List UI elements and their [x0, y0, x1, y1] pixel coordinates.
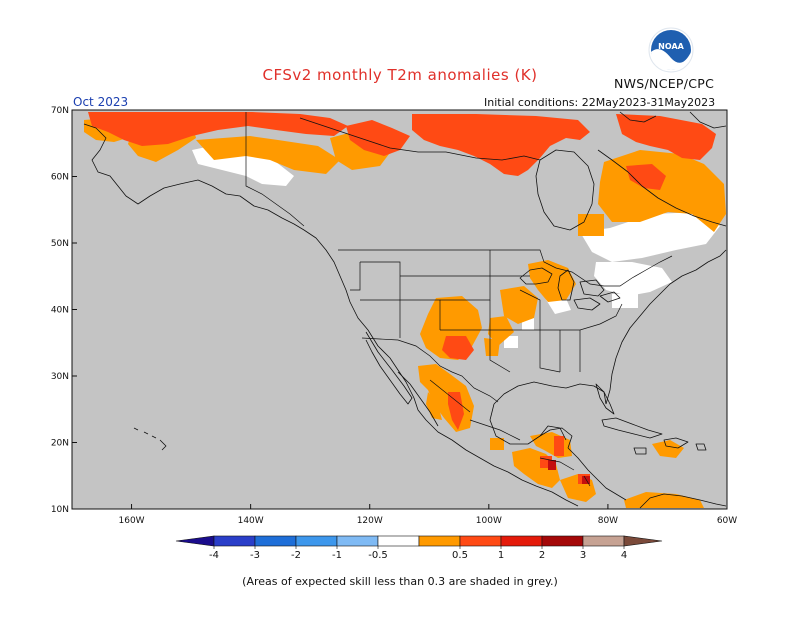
latitude-axis: 70N 60N 50N 40N 30N 20N 10N	[51, 106, 77, 515]
lon-label: 100W	[476, 516, 502, 526]
lat-label: 30N	[51, 372, 69, 382]
noaa-logo: NOAA	[648, 27, 694, 73]
lon-label: 80W	[598, 516, 618, 526]
noaa-logo-text: NOAA	[658, 42, 684, 51]
colorbar-arrow-right	[623, 535, 663, 547]
lat-label: 70N	[51, 106, 69, 116]
colorbar-arrow-left	[175, 535, 215, 547]
lat-label: 10N	[51, 505, 69, 515]
colorbar-segment	[295, 535, 338, 547]
colorbar-label: 0.5	[452, 550, 468, 561]
coastlines	[83, 111, 727, 509]
lon-label: 60W	[717, 516, 737, 526]
colorbar-label: -2	[291, 550, 301, 561]
colorbar-segment	[459, 535, 502, 547]
lon-label: 140W	[238, 516, 264, 526]
colorbar-segment	[418, 535, 461, 547]
colorbar-label: 2	[539, 550, 545, 561]
anomaly-1-to-2	[88, 112, 716, 484]
colorbar-segment	[336, 535, 379, 547]
colorbar-segment	[213, 535, 256, 547]
longitude-axis: 160W 140W 120W 100W 80W 60W	[119, 504, 737, 526]
colorbar-label: 3	[580, 550, 586, 561]
colorbar-segment	[582, 535, 625, 547]
colorbar-label: -3	[250, 550, 260, 561]
colorbar-label: -1	[332, 550, 342, 561]
colorbar-label: 1	[498, 550, 504, 561]
colorbar-segment	[500, 535, 543, 547]
lat-label: 40N	[51, 306, 69, 316]
colorbar-label: -0.5	[368, 550, 388, 561]
colorbar-segment	[254, 535, 297, 547]
forecast-month: Oct 2023	[73, 95, 129, 109]
lat-label: 50N	[51, 239, 69, 249]
map-title: CFSv2 monthly T2m anomalies (K)	[262, 66, 538, 84]
initial-conditions: Initial conditions: 22May2023-31May2023	[484, 96, 716, 109]
colorbar-segment	[377, 535, 420, 547]
lon-label: 120W	[357, 516, 383, 526]
lat-label: 60N	[51, 173, 69, 183]
colorbar-segment	[541, 535, 584, 547]
footnote: (Areas of expected skill less than 0.3 a…	[242, 575, 558, 588]
colorbar-label: 4	[621, 550, 627, 561]
colorbar: -4 -3 -2 -1 -0.5 0.5 1 2 3 4	[175, 535, 663, 561]
lon-label: 160W	[119, 516, 145, 526]
political-borders	[245, 112, 673, 487]
agency-label: NWS/NCEP/CPC	[614, 76, 715, 91]
lat-label: 20N	[51, 439, 69, 449]
colorbar-label: -4	[209, 550, 219, 561]
